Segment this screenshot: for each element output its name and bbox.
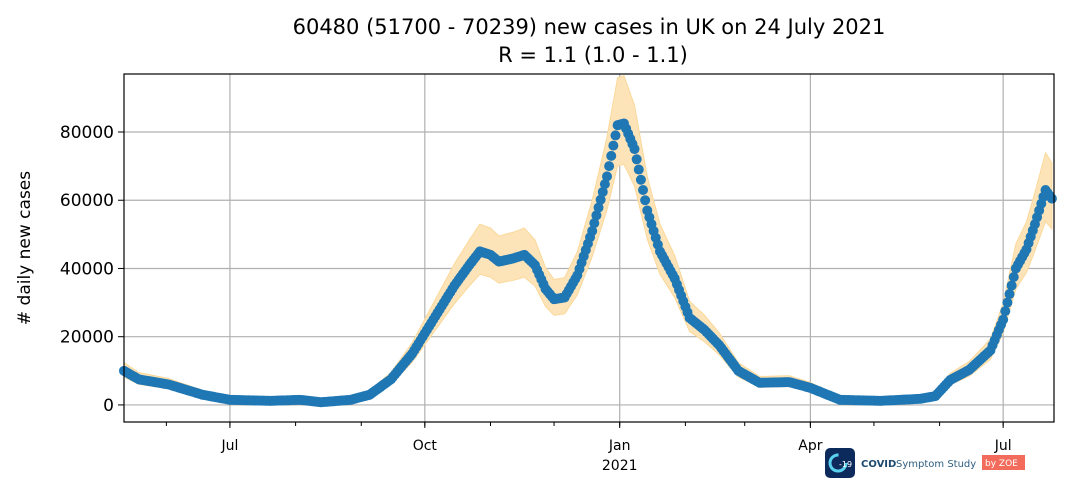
y-axis-label: # daily new cases — [15, 171, 35, 325]
y-tick-label: 60000 — [60, 191, 114, 211]
data-point — [608, 140, 619, 151]
y-tick-label: 0 — [103, 396, 114, 416]
x-tick-label: Jul — [220, 438, 238, 454]
data-point — [1000, 306, 1011, 317]
chart-title-line2: R = 1.1 (1.0 - 1.1) — [498, 43, 688, 67]
plot-frame — [123, 73, 1055, 423]
data-point — [631, 154, 642, 165]
data-point — [1008, 272, 1019, 282]
data-point — [635, 174, 646, 185]
logo-badge-text: by ZOE — [985, 459, 1018, 469]
data-point — [633, 164, 644, 175]
logo-icon-text: -19 — [839, 460, 852, 469]
data-point — [998, 314, 1009, 325]
data-point — [640, 195, 651, 206]
axes: 0 20000 40000 60000 80000 Jul Oct Jan 2021 Apr Jul — [60, 73, 1055, 474]
data-point — [1004, 289, 1015, 300]
data-point — [629, 144, 640, 155]
data-point — [597, 186, 608, 197]
data-point — [1006, 280, 1017, 291]
gridlines — [124, 74, 1054, 422]
x-tick-label: Apr — [798, 438, 822, 454]
data-point — [587, 225, 598, 236]
data-point — [1002, 297, 1013, 308]
data-point — [638, 185, 649, 195]
chart-title-line1: 60480 (51700 - 70239) new cases in UK on… — [293, 15, 886, 39]
y-tick-label: 40000 — [60, 259, 114, 279]
data-point — [606, 150, 617, 161]
data-point — [595, 194, 606, 205]
x-tick-label: Oct — [413, 438, 438, 454]
x-tick-sublabel: 2021 — [602, 458, 638, 474]
data-point — [610, 130, 621, 141]
data-point — [593, 202, 604, 213]
logo-name: COVID — [861, 459, 896, 470]
x-tick-label: Jul — [994, 438, 1012, 454]
logo: -19 COVID Symptom Study by ZOE — [825, 448, 1025, 478]
data-point — [591, 210, 602, 221]
logo-badge — [982, 455, 1025, 470]
data-point — [589, 218, 600, 229]
data-point — [604, 161, 615, 172]
y-tick-label: 20000 — [60, 328, 114, 348]
data-point — [599, 179, 610, 190]
data-point — [1046, 193, 1057, 204]
data-point — [602, 171, 613, 182]
logo-subtitle: Symptom Study — [896, 459, 976, 470]
x-tick-label: Jan — [608, 438, 631, 454]
y-tick-label: 80000 — [60, 123, 114, 143]
data-points — [119, 118, 1057, 408]
